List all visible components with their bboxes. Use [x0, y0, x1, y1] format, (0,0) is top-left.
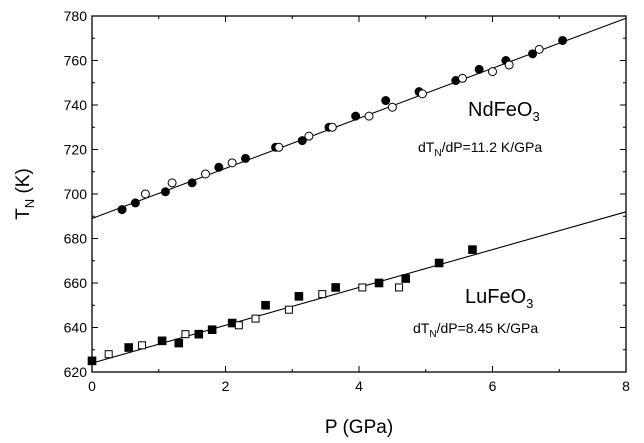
nd-compound-label: NdFeO3 — [468, 99, 540, 124]
data-point-nd-open — [364, 111, 374, 121]
data-points — [87, 35, 568, 366]
data-point-nd-filled — [558, 35, 568, 45]
data-point-lu-filled — [87, 356, 97, 366]
data-point-nd-filled — [297, 136, 307, 146]
data-point-nd-open — [167, 178, 177, 188]
data-point-nd-filled — [117, 205, 127, 215]
tick-labels: 0 2 4 6 8 620 640 660 680 700 720 740 760 780 — [64, 8, 630, 394]
x-tick-label: 8 — [622, 378, 630, 394]
y-tick-label: 740 — [64, 97, 88, 113]
data-point-nd-filled — [351, 111, 361, 121]
plot-area-border — [91, 15, 627, 373]
y-tick-label: 660 — [64, 275, 88, 291]
data-point-lu-open — [358, 283, 367, 292]
data-point-nd-filled — [241, 153, 251, 163]
data-point-lu-filled — [468, 245, 477, 254]
data-point-lu-open — [181, 330, 190, 339]
data-point-lu-filled — [261, 300, 270, 310]
data-point-lu-filled — [227, 318, 237, 328]
data-point-lu-open — [234, 321, 243, 330]
data-point-lu-open — [318, 290, 327, 299]
data-point-nd-open — [140, 189, 150, 199]
data-point-nd-open — [227, 158, 237, 168]
y-tick-label: 780 — [64, 8, 88, 24]
data-point-nd-open — [327, 122, 337, 132]
data-point-lu-open — [251, 314, 260, 323]
y-axis-title: TN (K) — [13, 168, 37, 220]
axis-ticks — [91, 15, 627, 373]
data-point-lu-filled — [207, 325, 217, 335]
data-point-lu-filled — [157, 336, 167, 346]
data-point-lu-filled — [124, 343, 134, 352]
data-point-lu-open — [395, 283, 404, 292]
data-point-lu-filled — [434, 258, 444, 268]
data-point-nd-open — [304, 131, 314, 141]
data-point-nd-filled — [528, 49, 538, 59]
data-point-lu-filled — [174, 338, 184, 348]
data-point-lu-filled — [401, 274, 411, 283]
data-point-nd-filled — [474, 64, 484, 74]
plot-frame — [91, 15, 627, 373]
nd-slope-label: dTN/dP=11.2 K/GPa — [418, 139, 542, 159]
y-tick-label: 620 — [64, 364, 88, 380]
x-tick-label: 0 — [88, 378, 96, 394]
x-tick-label: 6 — [489, 378, 497, 394]
data-point-nd-open — [387, 102, 397, 112]
data-point-lu-open — [284, 305, 293, 314]
data-point-nd-filled — [130, 198, 140, 208]
data-point-nd-open — [200, 169, 210, 179]
y-tick-label: 720 — [64, 142, 88, 158]
y-tick-label: 760 — [64, 53, 88, 69]
data-point-nd-filled — [187, 178, 197, 188]
data-point-nd-open — [457, 73, 467, 83]
x-tick-label: 4 — [355, 378, 363, 394]
data-point-nd-open — [488, 67, 497, 77]
data-point-lu-filled — [194, 329, 204, 339]
svg-text:TN (K): TN (K) — [13, 168, 37, 220]
y-tick-label: 700 — [64, 186, 88, 202]
x-axis-title: P (GPa) — [325, 417, 393, 438]
y-tick-label: 680 — [64, 231, 88, 247]
data-point-lu-filled — [374, 278, 384, 288]
data-point-lu-filled — [331, 283, 340, 292]
data-point-lu-open — [104, 350, 113, 359]
data-point-lu-open — [138, 341, 147, 350]
lu-compound-label: LuFeO3 — [465, 286, 533, 311]
fit-lines — [91, 17, 627, 364]
data-point-nd-filled — [381, 96, 391, 106]
data-point-nd-open — [274, 142, 284, 152]
data-point-nd-filled — [214, 162, 224, 172]
lu-slope-label: dTN/dP=8.45 K/GPa — [413, 320, 538, 340]
data-point-nd-open — [534, 44, 544, 54]
data-point-nd-filled — [160, 187, 170, 197]
data-point-nd-open — [417, 89, 427, 99]
data-point-nd-open — [504, 60, 514, 70]
y-tick-label: 640 — [64, 320, 88, 336]
data-point-lu-filled — [294, 292, 304, 301]
x-tick-label: 2 — [222, 378, 230, 394]
